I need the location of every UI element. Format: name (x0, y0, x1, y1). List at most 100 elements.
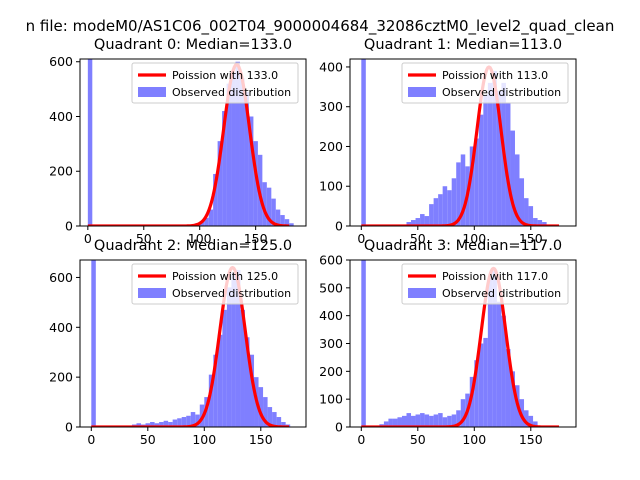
quadrant-2-legend: Poission with 125.0 Observed distribution (131, 263, 299, 305)
histogram-bar (154, 423, 160, 427)
quadrant-1-title: Quadrant 1: Median=113.0 (364, 37, 562, 53)
histogram-bar (487, 82, 493, 226)
histogram-bar (424, 414, 430, 427)
histogram-bar (91, 260, 96, 427)
histogram-bar (514, 154, 520, 226)
histogram-bar (510, 371, 515, 427)
legend-observed-swatch (138, 87, 166, 97)
x-tick-label: 0 (357, 231, 365, 246)
x-tick-label: 50 (410, 231, 426, 246)
histogram-bar (181, 417, 187, 427)
histogram-bar (424, 216, 430, 226)
legend-poisson-label: Poission with 117.0 (442, 270, 548, 283)
histogram-bar (429, 204, 434, 226)
histogram-bar (451, 178, 457, 226)
histogram-bar (537, 220, 543, 226)
histogram-bar (392, 418, 398, 427)
histogram-bar (231, 72, 236, 226)
legend-poisson-label: Poission with 113.0 (442, 69, 548, 82)
histogram-bar (447, 415, 452, 427)
legend-observed-swatch (408, 288, 436, 298)
histogram-bar (213, 173, 218, 226)
y-tick-label: 400 (49, 109, 73, 124)
histogram-bar (411, 220, 416, 226)
y-tick-label: 300 (319, 99, 343, 114)
histogram-bar (460, 399, 466, 427)
histogram-bar (397, 417, 402, 427)
y-tick-label: 0 (335, 420, 343, 435)
legend-poisson-label: Poission with 125.0 (172, 270, 278, 283)
histogram-bar (361, 59, 366, 226)
quadrant-0-legend: Poission with 133.0 Observed distribution (131, 62, 299, 104)
histogram-bar (492, 271, 497, 427)
quadrant-3-poisson-curve (360, 266, 560, 427)
y-tick-label: 100 (319, 392, 343, 407)
histogram-bar (275, 209, 281, 226)
histogram-bar (168, 422, 173, 427)
histogram-bar (263, 397, 268, 427)
quadrant-3-legend: Poission with 117.0 Observed distribution (401, 263, 569, 305)
quadrant-3-title: Quadrant 3: Median=117.0 (364, 238, 562, 254)
histogram-bar (150, 422, 155, 427)
x-tick-label: 150 (244, 231, 268, 246)
histogram-bar (235, 269, 241, 427)
histogram-bar (438, 194, 443, 226)
histogram-bar (276, 417, 282, 427)
histogram-bar (406, 413, 412, 427)
histogram-bar (284, 219, 290, 226)
histogram-bar (496, 301, 502, 427)
histogram-bar (438, 413, 443, 427)
quadrant-0-axes-frame (79, 58, 307, 227)
histogram-bar (177, 418, 182, 427)
y-tick-label: 200 (49, 164, 73, 179)
histogram-bar (528, 206, 534, 226)
histogram-bar (533, 421, 538, 427)
histogram-bar (478, 343, 484, 427)
histogram-bar (199, 221, 205, 226)
histogram-bar (406, 222, 412, 226)
histogram-bar (542, 222, 547, 226)
histogram-bar (235, 61, 240, 226)
histogram-bar (487, 276, 493, 427)
quadrant-1-panel: Quadrant 1: Median=113.0 0 50 100 150 0 100 200… (319, 37, 577, 246)
x-tick-label: 50 (140, 432, 156, 447)
histogram-bar (248, 116, 254, 226)
histogram-bar (442, 417, 448, 427)
y-tick-label: 200 (49, 370, 73, 385)
quadrant-1-poisson-curve (360, 65, 560, 226)
legend-poisson-label: Poission with 133.0 (172, 69, 278, 82)
histogram-bar (429, 415, 434, 427)
legend-box (131, 62, 299, 104)
y-tick-label: 200 (319, 364, 343, 379)
histogram-bar (240, 309, 245, 427)
quadrant-2-panel: Quadrant 2: Median=125.0 0 50 100 150 0 200 400… (49, 238, 307, 447)
x-tick-label: 150 (519, 231, 543, 246)
histogram-bar (474, 360, 479, 427)
histogram-bar (456, 410, 461, 427)
y-tick-label: 600 (49, 54, 73, 69)
y-tick-label: 400 (319, 308, 343, 323)
histogram-bar (524, 198, 529, 226)
histogram-bar (226, 287, 232, 427)
histogram-bar (159, 422, 164, 427)
histogram-bar (433, 414, 439, 427)
histogram-bar (456, 162, 461, 226)
histogram-bar (262, 182, 267, 226)
x-tick-label: 150 (249, 432, 273, 447)
y-tick-label: 400 (49, 320, 73, 335)
x-tick-label: 50 (410, 432, 426, 447)
quadrant-0-panel: Quadrant 0: Median=133.0 0 50 100 150 0 200 400… (49, 37, 307, 246)
histogram-bar (208, 209, 214, 226)
histogram-bar (496, 90, 502, 226)
histogram-bar (281, 422, 286, 427)
quadrant-1-legend: Poission with 113.0 Observed distribution (401, 62, 569, 104)
histogram-bar (222, 309, 227, 427)
legend-box (401, 62, 569, 104)
y-tick-label: 0 (65, 219, 73, 234)
legend-box (131, 263, 299, 305)
histogram-bar (272, 412, 277, 427)
histogram-bar (401, 415, 407, 427)
legend-observed-swatch (138, 288, 166, 298)
histogram-bar (501, 315, 506, 427)
